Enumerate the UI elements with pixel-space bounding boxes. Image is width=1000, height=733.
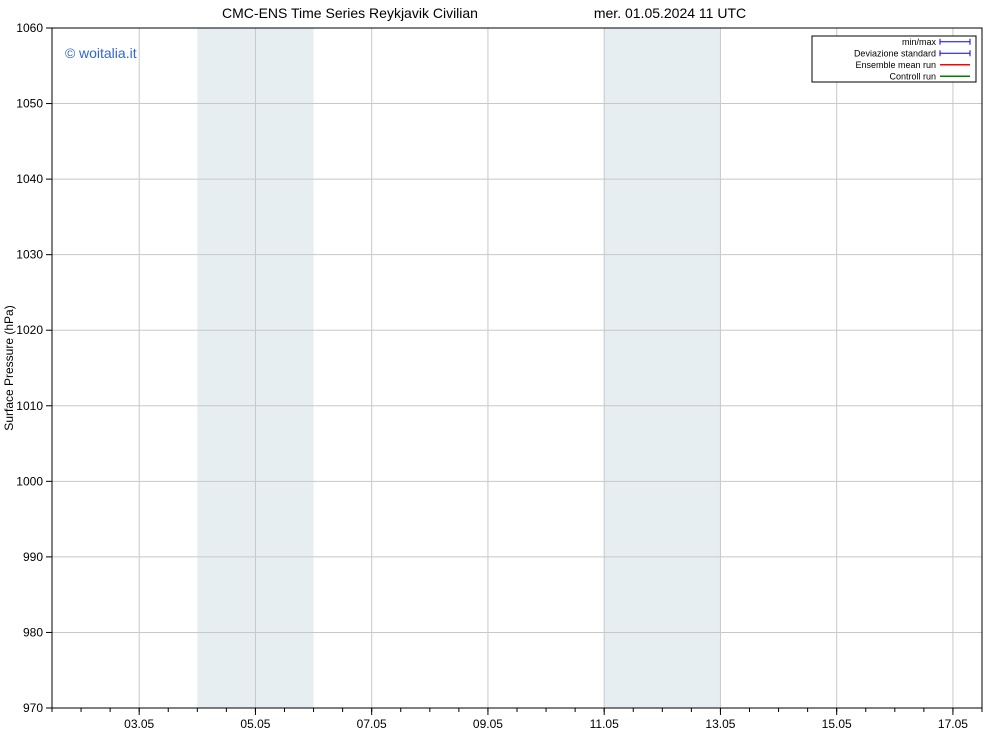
y-tick-label: 980: [23, 625, 43, 639]
x-tick-label: 07.05: [357, 717, 387, 731]
legend-label: Deviazione standard: [854, 48, 936, 58]
y-tick-label: 1010: [16, 399, 43, 413]
legend-label: Controll run: [889, 71, 936, 81]
x-tick-label: 15.05: [822, 717, 852, 731]
y-tick-label: 1000: [16, 474, 43, 488]
x-tick-label: 13.05: [705, 717, 735, 731]
svg-text:woitalia.it: woitalia.it: [78, 45, 137, 61]
x-tick-label: 09.05: [473, 717, 503, 731]
weekend-band: [604, 28, 720, 708]
y-tick-label: 1030: [16, 248, 43, 262]
chart-container: CMC-ENS Time Series Reykjavik Civilian me…: [0, 0, 1000, 733]
y-tick-label: 1050: [16, 97, 43, 111]
legend-label: min/max: [902, 37, 937, 47]
y-tick-label: 1040: [16, 172, 43, 186]
x-tick-label: 03.05: [124, 717, 154, 731]
chart-title-left: CMC-ENS Time Series Reykjavik Civilian: [222, 5, 478, 21]
legend-label: Ensemble mean run: [855, 60, 936, 70]
legend: min/maxDeviazione standard Ensemble mean …: [812, 36, 976, 82]
x-tick-label: 11.05: [590, 717, 619, 731]
svg-text:©: ©: [65, 45, 76, 61]
y-axis-label: Surface Pressure (hPa): [2, 305, 16, 430]
y-tick-label: 970: [23, 701, 43, 715]
x-tick-label: 05.05: [240, 717, 270, 731]
y-tick-label: 1060: [16, 21, 43, 35]
chart-title-right: mer. 01.05.2024 11 UTC: [594, 5, 746, 21]
y-tick-label: 1020: [16, 323, 43, 337]
y-tick-label: 990: [23, 550, 43, 564]
x-tick-label: 17.05: [938, 717, 968, 731]
plot-background: [52, 28, 982, 708]
